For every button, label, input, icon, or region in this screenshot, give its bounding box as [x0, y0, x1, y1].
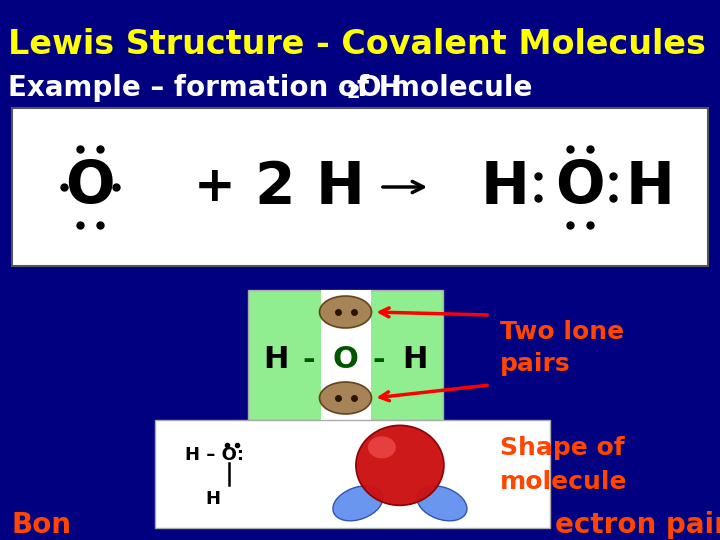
Text: O: O — [66, 159, 114, 215]
Text: -: - — [302, 346, 315, 375]
Text: H: H — [264, 346, 289, 375]
Text: Two lone
pairs: Two lone pairs — [500, 320, 624, 376]
Text: H: H — [626, 159, 675, 215]
Ellipse shape — [368, 436, 396, 458]
Bar — [155, 420, 550, 528]
Text: +: + — [194, 163, 236, 211]
Bar — [320, 290, 371, 420]
Text: -: - — [372, 346, 384, 375]
Ellipse shape — [333, 486, 383, 521]
Ellipse shape — [356, 426, 444, 505]
Text: H: H — [480, 159, 529, 215]
Text: H: H — [205, 490, 220, 508]
Text: O: O — [555, 159, 605, 215]
Text: 2 H: 2 H — [255, 159, 365, 215]
Text: H: H — [402, 346, 428, 375]
Text: O molecule: O molecule — [358, 74, 532, 102]
Ellipse shape — [417, 486, 467, 521]
Text: ectron pairs: ectron pairs — [555, 511, 720, 539]
Text: 2: 2 — [346, 84, 359, 103]
Ellipse shape — [320, 296, 372, 328]
Ellipse shape — [320, 382, 372, 414]
Text: Shape of: Shape of — [500, 436, 625, 460]
Text: Lewis Structure - Covalent Molecules: Lewis Structure - Covalent Molecules — [8, 29, 706, 62]
Text: molecule: molecule — [500, 470, 628, 494]
Bar — [248, 290, 443, 420]
Text: Bon: Bon — [12, 511, 72, 539]
Text: H – O:: H – O: — [185, 446, 244, 464]
Bar — [12, 108, 708, 266]
Text: Example – formation of H: Example – formation of H — [8, 74, 402, 102]
Text: O: O — [333, 346, 359, 375]
